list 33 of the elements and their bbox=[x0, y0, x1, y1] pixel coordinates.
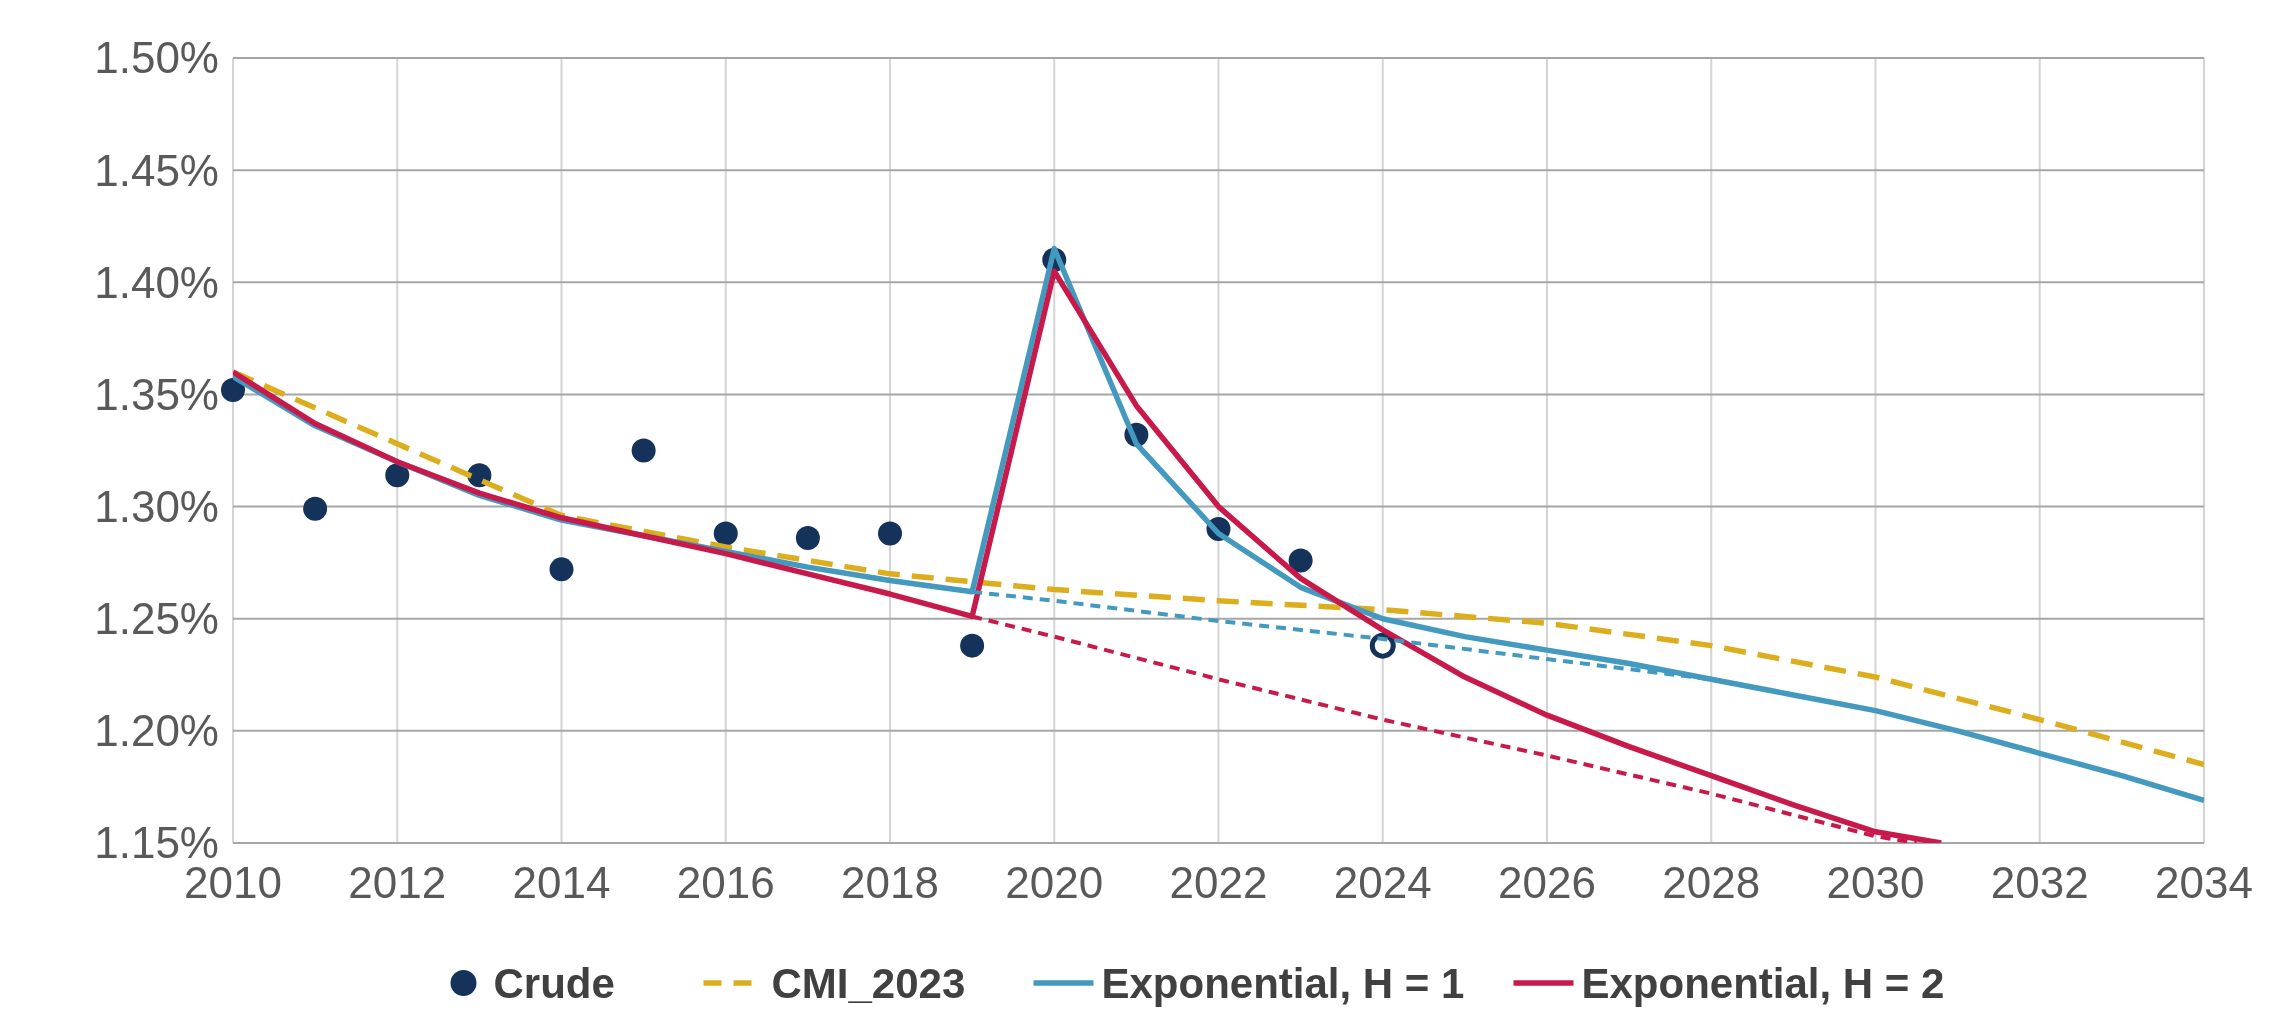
x-tick-label: 2024 bbox=[1333, 858, 1432, 907]
y-tick-label: 1.25% bbox=[94, 594, 219, 644]
legend-label: Exponential, H = 2 bbox=[1581, 959, 1945, 1007]
point bbox=[960, 633, 985, 658]
point bbox=[713, 521, 738, 546]
x-tick-label: 2026 bbox=[1498, 858, 1596, 907]
x-tick-label: 2032 bbox=[1990, 858, 2089, 907]
point bbox=[385, 463, 410, 488]
y-tick-label: 1.30% bbox=[94, 481, 219, 531]
y-tick-label: 1.35% bbox=[94, 369, 219, 419]
point bbox=[221, 377, 245, 402]
legend-label: CMI_2023 bbox=[771, 959, 966, 1007]
x-tick-label: 2012 bbox=[348, 858, 447, 907]
point bbox=[795, 525, 820, 550]
point bbox=[878, 521, 902, 546]
point bbox=[303, 496, 328, 521]
x-tick-label: 2028 bbox=[1662, 858, 1761, 907]
y-tick-label: 1.45% bbox=[94, 145, 219, 195]
point bbox=[631, 438, 656, 463]
point bbox=[1288, 548, 1313, 573]
x-tick-label: 2020 bbox=[1005, 858, 1104, 907]
x-tick-label: 2022 bbox=[1169, 858, 1268, 907]
x-tick-label: 2018 bbox=[841, 858, 939, 907]
x-tick-label: 2034 bbox=[2155, 858, 2253, 907]
y-tick-label: 1.20% bbox=[94, 706, 219, 756]
x-tick-label: 2030 bbox=[1826, 858, 1925, 907]
y-tick-label: 1.50% bbox=[94, 33, 219, 83]
x-tick-label: 2014 bbox=[512, 858, 611, 907]
x-tick-label: 2016 bbox=[676, 858, 775, 907]
point bbox=[549, 557, 574, 582]
legend-label: Exponential, H = 1 bbox=[1101, 959, 1465, 1007]
legend-label: Crude bbox=[493, 959, 615, 1007]
y-tick-label: 1.40% bbox=[94, 257, 219, 307]
